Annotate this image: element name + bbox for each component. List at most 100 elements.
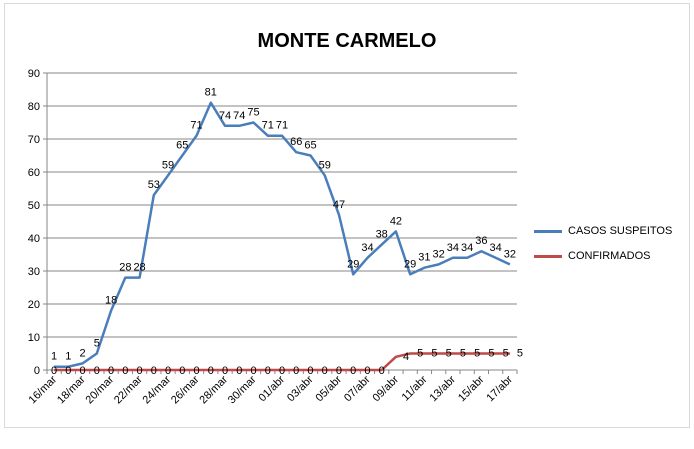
- x-tick-label: 30/mar: [226, 373, 259, 406]
- legend-label-casos-suspeitos: CASOS SUSPEITOS: [568, 225, 673, 237]
- y-tick-label: 40: [28, 233, 40, 245]
- data-label-confirmados: 0: [350, 365, 356, 377]
- data-label-casos-suspeitos: 65: [304, 140, 316, 152]
- gridlines: [47, 72, 517, 338]
- y-tick-label: 0: [34, 365, 40, 377]
- chart-title: MONTE CARMELO: [257, 30, 437, 52]
- x-tick-label: 15/abr: [456, 373, 487, 404]
- data-label-casos-suspeitos: 53: [148, 179, 160, 191]
- data-label-casos-suspeitos: 74: [233, 110, 245, 122]
- data-label-confirmados: 5: [446, 348, 452, 360]
- data-label-confirmados: 4: [403, 351, 409, 363]
- data-label-casos-suspeitos: 28: [133, 262, 145, 274]
- x-tick-label: 18/mar: [55, 373, 88, 406]
- data-label-casos-suspeitos: 34: [361, 242, 373, 254]
- y-tick-label: 10: [28, 332, 40, 344]
- x-tick-label: 07/abr: [342, 373, 373, 404]
- data-label-confirmados: 0: [222, 365, 228, 377]
- data-label-confirmados: 0: [179, 365, 185, 377]
- data-label-confirmados: 0: [336, 365, 342, 377]
- data-label-confirmados: 0: [236, 365, 242, 377]
- data-label-casos-suspeitos: 34: [490, 242, 502, 254]
- y-tick-label: 70: [28, 134, 40, 146]
- y-axis-tick-labels: 0 10 20 30 40 50 60 70 80 90: [28, 68, 40, 377]
- data-label-confirmados: 0: [122, 365, 128, 377]
- legend: CASOS SUSPEITOS CONFIRMADOS: [534, 224, 672, 274]
- data-label-casos-suspeitos: 71: [262, 120, 274, 132]
- data-label-casos-suspeitos: 36: [475, 235, 487, 247]
- data-label-confirmados: 0: [364, 365, 370, 377]
- data-label-casos-suspeitos: 31: [418, 252, 430, 264]
- legend-item-confirmados: CONFIRMADOS: [534, 249, 672, 263]
- data-label-confirmados: 0: [322, 365, 328, 377]
- data-label-casos-suspeitos: 29: [404, 258, 416, 270]
- data-label-confirmados: 5: [417, 348, 423, 360]
- data-label-confirmados: 0: [193, 365, 199, 377]
- data-label-casos-suspeitos: 2: [80, 347, 86, 359]
- series-lines: [54, 101, 511, 372]
- y-tick-label: 90: [28, 68, 40, 80]
- x-tick-label: 09/abr: [371, 373, 402, 404]
- data-label-casos-suspeitos: 32: [504, 248, 516, 260]
- data-label-confirmados: 0: [151, 365, 157, 377]
- x-tick-label: 13/abr: [427, 373, 458, 404]
- data-label-confirmados: 0: [208, 365, 214, 377]
- data-label-casos-suspeitos: 1: [51, 351, 57, 363]
- data-label-casos-suspeitos: 32: [433, 248, 445, 260]
- y-tick-label: 80: [28, 101, 40, 113]
- data-label-casos-suspeitos: 47: [333, 199, 345, 211]
- axes: [43, 72, 518, 374]
- y-tick-label: 60: [28, 167, 40, 179]
- data-label-casos-suspeitos: 18: [105, 295, 117, 307]
- data-label-casos-suspeitos: 59: [162, 159, 174, 171]
- data-label-confirmados: 0: [250, 365, 256, 377]
- data-label-confirmados: 0: [307, 365, 313, 377]
- data-label-confirmados: 5: [431, 348, 437, 360]
- data-label-confirmados: 0: [80, 365, 86, 377]
- data-label-confirmados: 0: [137, 365, 143, 377]
- data-label-casos-suspeitos: 71: [276, 120, 288, 132]
- data-label-confirmados: 5: [517, 348, 523, 360]
- data-label-confirmados: 0: [108, 365, 114, 377]
- data-label-casos-suspeitos: 29: [347, 258, 359, 270]
- data-label-casos-suspeitos: 1: [65, 351, 71, 363]
- data-label-casos-suspeitos: 42: [390, 215, 402, 227]
- x-tick-label: 24/mar: [140, 373, 173, 406]
- data-label-casos-suspeitos: 34: [461, 242, 473, 254]
- x-tick-label: 22/mar: [112, 373, 145, 406]
- chart-frame: [4, 3, 690, 428]
- x-tick-label: 05/abr: [314, 373, 345, 404]
- series-line-confirmados: [54, 352, 510, 372]
- data-label-casos-suspeitos: 81: [205, 87, 217, 99]
- legend-swatch-casos-suspeitos: [534, 229, 562, 233]
- x-tick-label: 03/abr: [285, 373, 316, 404]
- x-tick-label: 16/mar: [27, 373, 60, 406]
- data-label-confirmados: 0: [94, 365, 100, 377]
- y-tick-label: 30: [28, 266, 40, 278]
- data-label-casos-suspeitos: 34: [447, 242, 459, 254]
- series-line-casos-suspeitos: [54, 101, 511, 368]
- data-label-casos-suspeitos: 75: [247, 107, 259, 119]
- x-tick-label: 26/mar: [169, 373, 202, 406]
- data-label-confirmados: 0: [293, 365, 299, 377]
- data-label-confirmados: 5: [503, 348, 509, 360]
- x-tick-label: 20/mar: [84, 373, 117, 406]
- data-label-casos-suspeitos: 59: [319, 159, 331, 171]
- data-label-confirmados: 0: [165, 365, 171, 377]
- data-label-casos-suspeitos: 5: [94, 338, 100, 350]
- data-label-casos-suspeitos: 65: [176, 140, 188, 152]
- x-tick-label: 11/abr: [400, 373, 430, 403]
- y-tick-label: 50: [28, 200, 40, 212]
- data-label-confirmados: 5: [488, 348, 494, 360]
- data-label-confirmados: 0: [379, 365, 385, 377]
- x-tick-label: 17/abr: [484, 373, 515, 404]
- data-label-casos-suspeitos: 74: [219, 110, 231, 122]
- y-tick-label: 20: [28, 299, 40, 311]
- x-tick-label: 28/mar: [197, 373, 230, 406]
- data-label-confirmados: 5: [460, 348, 466, 360]
- legend-label-confirmados: CONFIRMADOS: [568, 250, 651, 262]
- data-label-casos-suspeitos: 71: [190, 120, 202, 132]
- legend-swatch-confirmados: [534, 254, 562, 258]
